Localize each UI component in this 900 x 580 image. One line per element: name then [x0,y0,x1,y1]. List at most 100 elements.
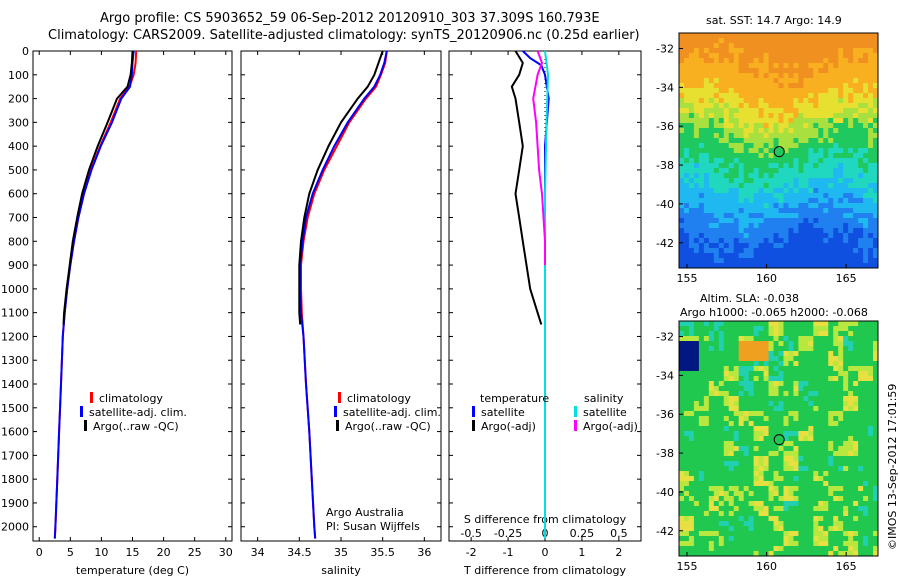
heatmap-cell [688,391,695,397]
heatmap-cell [698,98,705,104]
heatmap-cell [818,193,824,199]
heatmap-cell [858,113,864,119]
heatmap-cell [733,208,740,214]
heatmap-cell [688,521,695,527]
heatmap-cell [738,421,745,427]
heatmap-cell [863,516,869,522]
heatmap-cell [753,123,760,129]
heatmap-cell [763,516,769,522]
heatmap-cell [798,158,804,164]
heatmap-cell [758,93,764,99]
heatmap-cell [848,361,854,367]
heatmap-cell [708,461,715,467]
heatmap-cell [718,321,725,327]
heatmap-cell [708,436,715,442]
heatmap-cell [828,486,834,492]
heatmap-cell [788,43,794,49]
heatmap-cell [868,336,874,342]
heatmap-cell [828,356,834,362]
heatmap-cell [873,406,879,412]
heatmap-cell [683,203,690,209]
heatmap-cell [843,183,849,189]
heatmap-cell [708,248,715,254]
heatmap-cell [803,491,809,497]
heatmap-cell [768,326,774,332]
heatmap-cell [713,351,720,357]
y-tick-label: 900 [8,259,29,272]
heatmap-cell [698,411,705,417]
heatmap-cell [833,386,839,392]
heatmap-cell [858,163,864,169]
heatmap-cell [718,491,725,497]
heatmap-cell [808,53,814,59]
heatmap-cell [768,138,774,144]
heatmap-cell [693,143,700,149]
heatmap-cell [793,451,799,457]
heatmap-cell [738,401,745,407]
heatmap-cell [788,376,794,382]
heatmap-cell [803,416,809,422]
heatmap-cell [843,78,849,84]
heatmap-cell [733,223,740,229]
heatmap-cell [738,73,745,79]
heatmap-cell [688,511,695,517]
heatmap-cell [713,193,720,199]
heatmap-cell [679,461,685,467]
heatmap-cell [843,381,849,387]
heatmap-cell [813,83,819,89]
heatmap-cell [853,108,859,114]
heatmap-cell [813,233,819,239]
heatmap-cell [843,471,849,477]
heatmap-cell [788,441,794,447]
heatmap-cell [698,48,705,54]
heatmap-cell [748,506,755,512]
heatmap-cell [698,113,705,119]
heatmap-cell [748,83,755,89]
heatmap-cell [703,351,710,357]
heatmap-cell [768,446,774,452]
y-tick-label: 1000 [1,283,29,296]
heatmap-cell [753,526,760,532]
heatmap-cell [698,481,705,487]
heatmap-cell [723,153,730,159]
heatmap-cell [679,361,685,367]
heatmap-cell [858,208,864,214]
legend-satellite-s-label: satellite-adj. clim. [343,406,441,419]
heatmap-cell [798,321,804,327]
heatmap-cell [703,243,710,249]
heatmap-cell [788,148,794,154]
heatmap-cell [748,158,755,164]
heatmap-cell [788,396,794,402]
heatmap-cell [693,396,700,402]
heatmap-cell [679,471,685,477]
heatmap-cell [853,361,859,367]
heatmap-cell [863,496,869,502]
heatmap-cell [783,391,789,397]
heatmap-cell [698,228,705,234]
heatmap-cell [738,446,745,452]
heatmap-cell [773,356,779,362]
heatmap-cell [848,128,854,134]
heatmap-cell [828,536,834,542]
heatmap-cell [793,431,799,437]
heatmap-cell [798,73,804,79]
heatmap-cell [818,336,824,342]
heatmap-cell [728,371,735,377]
heatmap-cell [843,103,849,109]
heatmap-cell [818,331,824,337]
heatmap-cell [788,471,794,477]
heatmap-cell [723,133,730,139]
heatmap-cell [843,63,849,69]
heatmap-cell [693,436,700,442]
heatmap-cell [768,168,774,174]
heatmap-cell [708,108,715,114]
heatmap-cell [778,436,784,442]
heatmap-cell [758,326,764,332]
heatmap-cell [853,183,859,189]
heatmap-cell [783,516,789,522]
x-tick-label: 0 [542,546,549,559]
heatmap-cell [768,218,774,224]
heatmap-cell [683,143,690,149]
heatmap-cell [868,546,874,552]
heatmap-cell [788,213,794,219]
